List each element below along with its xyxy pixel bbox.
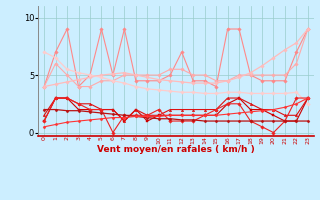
X-axis label: Vent moyen/en rafales ( km/h ): Vent moyen/en rafales ( km/h ) [97,145,255,154]
